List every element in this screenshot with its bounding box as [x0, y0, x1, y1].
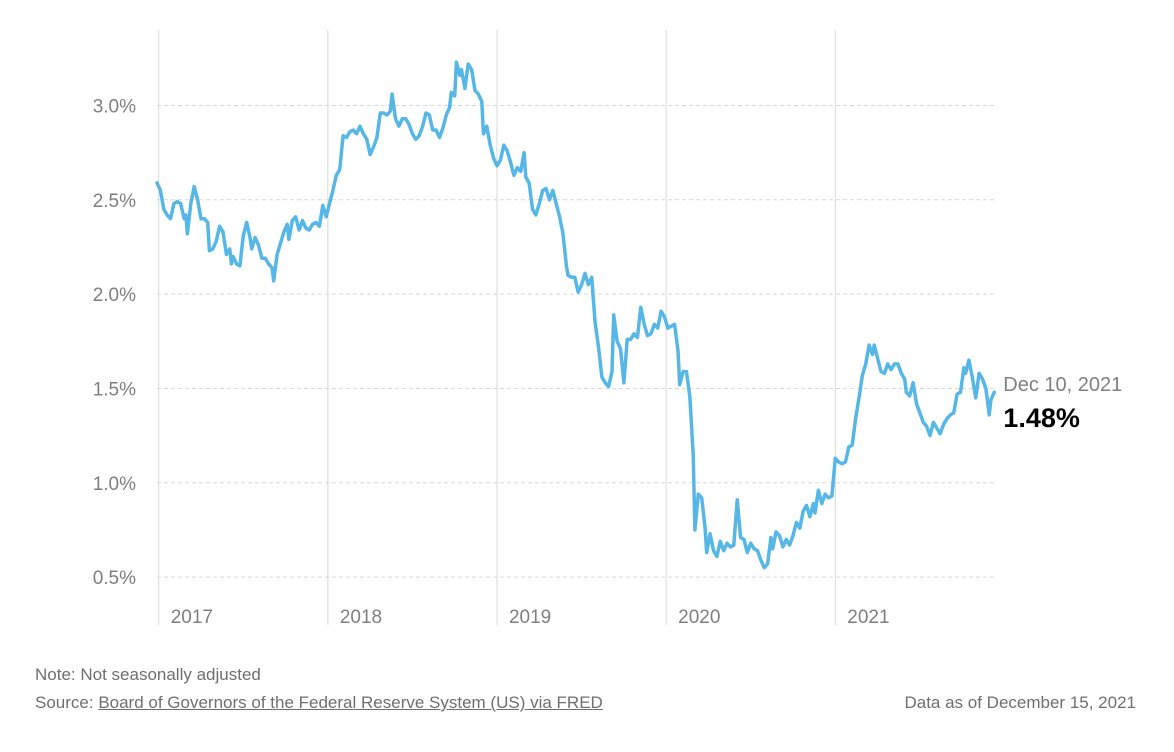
annotation-date: Dec 10, 2021 [1003, 374, 1122, 396]
line-chart: 0.5% 1.0% 1.5% 2.0% 2.5% 3.0% 2017 2018 2019 202… [93, 30, 1122, 628]
y-tick-label: 0.5% [93, 568, 136, 589]
y-tick-label: 1.5% [93, 379, 136, 400]
chart-note: Note: Not seasonally adjusted [35, 665, 261, 684]
x-tick-label: 2020 [678, 607, 720, 628]
x-tick-label: 2018 [340, 607, 382, 628]
x-tick-label: 2019 [509, 607, 551, 628]
y-tick-label: 2.5% [93, 191, 136, 212]
chart-source: Source: Board of Governors of the Federa… [35, 693, 603, 713]
y-tick-label: 2.0% [93, 285, 136, 306]
source-link[interactable]: Board of Governors of the Federal Reserv… [98, 693, 603, 712]
y-tick-label: 3.0% [93, 96, 136, 117]
y-axis-ticks: 0.5% 1.0% 1.5% 2.0% 2.5% 3.0% [93, 96, 136, 589]
grid-layer [157, 104, 996, 578]
y-tick-label: 1.0% [93, 474, 136, 495]
annotation-value: 1.48% [1003, 403, 1080, 433]
x-gridlines [158, 30, 836, 625]
x-tick-label: 2017 [171, 607, 213, 628]
data-as-of: Data as of December 15, 2021 [904, 693, 1136, 712]
x-tick-label: 2021 [847, 607, 889, 628]
yield-series-line [155, 60, 997, 570]
source-prefix: Source: [35, 693, 99, 712]
x-axis-ticks: 2017 2018 2019 2020 2021 [171, 607, 890, 628]
